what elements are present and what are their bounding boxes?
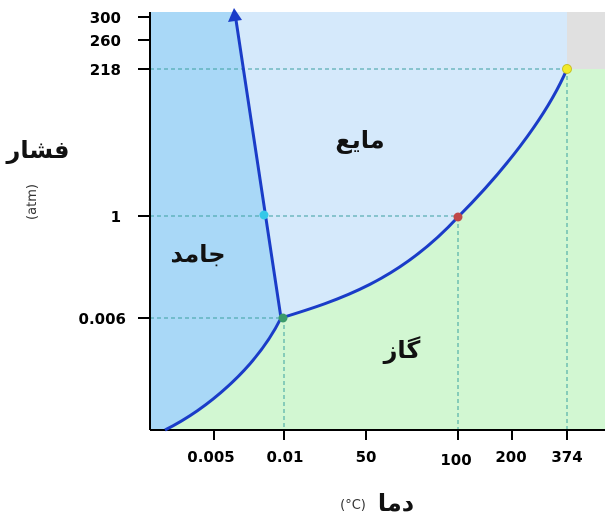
y-ticks [138,16,150,319]
liquid-region [236,12,567,318]
supercritical-region [567,12,605,69]
solid-label: جامد [170,240,225,268]
triple-point-marker [278,313,288,323]
gas-label: گاز [383,336,421,364]
sublimation-curve [164,317,283,432]
y-tick-label-260: 260 [90,32,121,50]
y-axis-unit: (atm) [25,184,40,220]
y-axis-title: فشار [6,136,70,164]
y-tick-label-300: 300 [90,9,121,27]
x-ticks [213,430,568,440]
gas-region [165,69,605,430]
fusion-curve [234,19,283,319]
liquid-label: مایع [335,126,384,154]
guide-lines [150,68,568,430]
y-tick-label-218: 218 [90,61,121,79]
critical-point-marker [562,64,572,74]
x-tick-label-100: 100 [440,451,471,469]
y-tick-label-0006: 0.006 [79,310,126,328]
y-tick-label-1: 1 [111,208,121,226]
x-tick-label-374: 374 [551,448,582,466]
x-tick-label-001: 0.01 [266,448,303,466]
x-axis-title: دما [378,489,414,517]
x-axis-unit: (°C) [340,498,366,513]
x-tick-label-50: 50 [356,448,377,466]
x-tick-label-200: 200 [495,448,526,466]
boiling-point-marker [453,212,463,222]
x-tick-label-0005: 0.005 [187,448,234,466]
fusion-arrowhead [228,8,242,22]
melting-point-marker [259,210,269,220]
